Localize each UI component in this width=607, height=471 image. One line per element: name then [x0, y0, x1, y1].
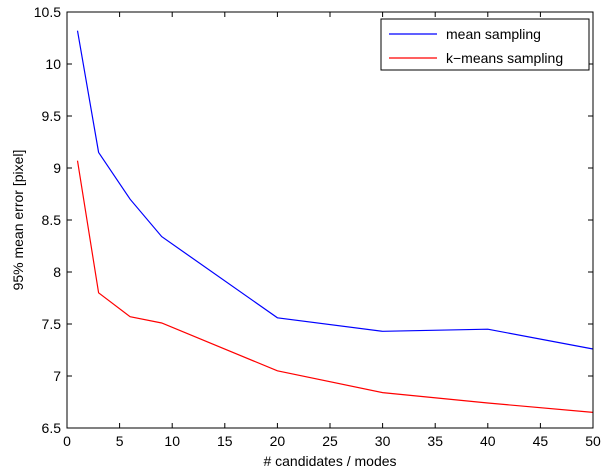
- x-axis-ticks: 0 5 10 15 20 25 30 35 40 45 50: [63, 12, 601, 449]
- y-tick-label: 10: [45, 56, 61, 72]
- legend: mean sampling k−means sampling: [380, 18, 590, 71]
- x-axis-label: # candidates / modes: [263, 453, 396, 469]
- x-tick-label: 40: [480, 433, 496, 449]
- y-tick-label: 8: [53, 264, 61, 280]
- y-tick-label: 7: [53, 368, 61, 384]
- legend-label-mean-sampling: mean sampling: [446, 26, 541, 42]
- y-tick-label: 9.5: [42, 108, 62, 124]
- x-tick-label: 25: [322, 433, 338, 449]
- y-axis-label: 95% mean error [pixel]: [10, 150, 26, 291]
- plot-area-frame: [66, 11, 594, 429]
- y-tick-label: 8.5: [42, 212, 62, 228]
- y-tick-label: 6.5: [42, 420, 62, 436]
- x-tick-label: 20: [270, 433, 286, 449]
- legend-box: [380, 18, 590, 71]
- x-tick-label: 50: [585, 433, 601, 449]
- series-line-0: [76, 30, 594, 350]
- x-tick-label: 0: [63, 433, 71, 449]
- y-axis-ticks: 6.5 7 7.5 8 8.5 9 9.5 10 10.5: [34, 4, 593, 436]
- series-line-1: [76, 160, 594, 413]
- x-tick-label: 10: [164, 433, 180, 449]
- x-tick-label: 5: [116, 433, 124, 449]
- y-tick-label: 9: [53, 160, 61, 176]
- x-tick-label: 35: [427, 433, 443, 449]
- series-lines: [76, 30, 594, 413]
- x-tick-label: 45: [533, 433, 549, 449]
- axes: [66, 11, 594, 429]
- x-tick-label: 30: [375, 433, 391, 449]
- x-tick-label: 15: [217, 433, 233, 449]
- y-tick-label: 7.5: [42, 316, 62, 332]
- legend-label-kmeans-sampling: k−means sampling: [446, 50, 563, 66]
- y-tick-label: 10.5: [34, 4, 61, 20]
